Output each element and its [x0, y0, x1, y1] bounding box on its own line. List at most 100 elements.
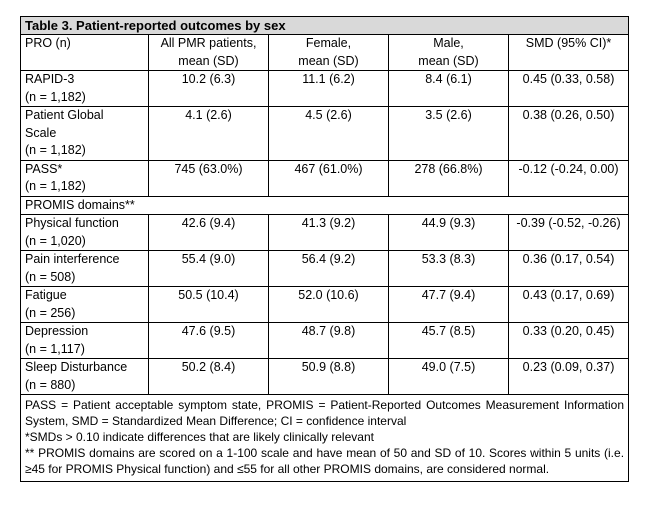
data-row: Depression (n = 1,117) 47.6 (9.5) 48.7 (9.8… [20, 322, 630, 359]
header-row: PRO (n) All PMR patients, mean (SD) Female,… [20, 34, 630, 71]
value-text: 0.33 (0.20, 0.45) [522, 324, 615, 338]
value-cell: 53.3 (8.3) [388, 250, 509, 287]
table-body: Table 3. Patient-reported outcomes by se… [19, 16, 630, 482]
value-cell: 4.5 (2.6) [268, 106, 389, 161]
value-cell: 48.7 (9.8) [268, 322, 389, 359]
data-row: Pain interference (n = 508) 55.4 (9.0) 56.4… [20, 250, 630, 287]
value-text: 4.1 (2.6) [185, 108, 232, 122]
label-text: Scale [25, 125, 57, 140]
value-text: 45.7 (8.5) [421, 324, 476, 338]
label-text: (n = 880) [25, 377, 76, 392]
value-text: 8.4 (6.1) [425, 72, 472, 86]
value-text: -0.39 (-0.52, -0.26) [516, 216, 621, 230]
value-text: 44.9 (9.3) [421, 216, 476, 230]
value-cell: 55.4 (9.0) [148, 250, 269, 287]
label-text: (n = 256) [25, 305, 76, 320]
label-cell: PASS* (n = 1,182) [20, 159, 149, 197]
value-text: 11.1 (6.2) [302, 72, 355, 86]
value-cell: 0.23 (0.09, 0.37) [507, 358, 630, 395]
value-text: 55.4 (9.0) [181, 252, 236, 266]
value-cell: 50.9 (8.8) [268, 358, 389, 395]
title-cell: Table 3. Patient-reported outcomes by se… [19, 16, 630, 35]
value-text: 53.3 (8.3) [421, 252, 476, 266]
value-cell: 50.2 (8.4) [148, 358, 269, 395]
label-cell: Depression (n = 1,117) [20, 322, 149, 359]
label-text: (n = 1,020) [25, 233, 86, 248]
value-cell: 467 (61.0%) [268, 159, 389, 197]
label-text: (n = 508) [25, 269, 76, 284]
data-row: Physical function (n = 1,020) 42.6 (9.4) 41… [20, 214, 630, 251]
label-cell: RAPID-3 (n = 1,182) [20, 70, 149, 107]
value-text: 41.3 (9.2) [301, 216, 356, 230]
label-text: PROMIS domains** [25, 197, 135, 212]
value-text: 4.5 (2.6) [305, 108, 352, 122]
value-cell: 11.1 (6.2) [268, 70, 389, 107]
header-text: All PMR patients, [160, 36, 257, 50]
value-cell: 52.0 (10.6) [268, 286, 389, 323]
label-text: (n = 1,182) [25, 89, 86, 104]
header-text: Female, [305, 36, 352, 50]
value-text: 48.7 (9.8) [301, 324, 356, 338]
value-text: 50.2 (8.4) [181, 360, 236, 374]
value-cell: 4.1 (2.6) [148, 106, 269, 161]
value-cell: 49.0 (7.5) [388, 358, 509, 395]
footnote: *SMDs > 0.10 indicate differences that a… [25, 430, 374, 444]
label-cell: PROMIS domains** [19, 195, 630, 215]
header-cell: PRO (n) [20, 34, 149, 71]
notes-cell: PASS = Patient acceptable symptom state,… [19, 394, 630, 482]
value-cell: 0.43 (0.17, 0.69) [507, 286, 630, 323]
value-text: 0.45 (0.33, 0.58) [522, 72, 615, 86]
value-cell: 0.33 (0.20, 0.45) [507, 322, 630, 359]
value-cell: 278 (66.8%) [388, 159, 509, 197]
label-cell: Sleep Disturbance (n = 880) [20, 358, 149, 395]
value-cell: 41.3 (9.2) [268, 214, 389, 251]
label-text: (n = 1,182) [25, 143, 86, 157]
value-text: 745 (63.0%) [174, 161, 243, 176]
data-row: Sleep Disturbance (n = 880) 50.2 (8.4) 50.9… [20, 358, 630, 395]
value-cell: 45.7 (8.5) [388, 322, 509, 359]
data-row: PASS* (n = 1,182) 745 (63.0%) 467 (61.0%) 27… [20, 159, 630, 197]
value-text: 0.38 (0.26, 0.50) [522, 108, 615, 122]
label-cell: Patient Global Scale (n = 1,182) [20, 106, 149, 161]
value-cell: 42.6 (9.4) [148, 214, 269, 251]
label-text: (n = 1,182) [25, 179, 86, 193]
section-row: PROMIS domains** [19, 195, 630, 215]
value-text: 0.43 (0.17, 0.69) [522, 288, 615, 302]
value-text: 10.2 (6.3) [181, 72, 236, 86]
header-cell: Male, mean (SD) [388, 34, 509, 71]
footnote: ** PROMIS domains are scored on a 1-100 … [25, 446, 625, 476]
header-text: mean (SD) [178, 53, 239, 68]
value-text: 50.5 (10.4) [178, 288, 239, 302]
label-text: (n = 1,117) [25, 341, 85, 356]
value-text: 56.4 (9.2) [301, 252, 356, 266]
footnote: PASS = Patient acceptable symptom state,… [25, 398, 625, 428]
header-cell: SMD (95% CI)* [507, 34, 630, 71]
value-text: 47.6 (9.5) [181, 324, 236, 338]
value-cell: 0.45 (0.33, 0.58) [507, 70, 630, 107]
value-text: 42.6 (9.4) [181, 216, 236, 230]
value-text: 0.36 (0.17, 0.54) [522, 252, 615, 266]
outcomes-table: Table 3. Patient-reported outcomes by se… [19, 16, 630, 482]
value-cell: 0.38 (0.26, 0.50) [507, 106, 630, 161]
header-text: mean (SD) [418, 53, 479, 68]
value-cell: 10.2 (6.3) [148, 70, 269, 107]
value-cell: -0.39 (-0.52, -0.26) [507, 214, 630, 251]
label-cell: Fatigue (n = 256) [20, 286, 149, 323]
label-text: PASS* [25, 161, 63, 176]
header-text: Male, [433, 36, 464, 50]
value-cell: 44.9 (9.3) [388, 214, 509, 251]
value-cell: 47.6 (9.5) [148, 322, 269, 359]
label-cell: Physical function (n = 1,020) [20, 214, 149, 251]
data-row: Patient Global Scale (n = 1,182) 4.1 (2.6) 4… [20, 106, 630, 161]
label-text: RAPID-3 [25, 72, 75, 86]
label-text: Pain interference [25, 252, 120, 266]
data-row: Fatigue (n = 256) 50.5 (10.4) 52.0 (10.6) 47… [20, 286, 630, 323]
label-text: Physical function [25, 216, 119, 230]
header-text: SMD (95% CI)* [525, 36, 612, 50]
header-cell: All PMR patients, mean (SD) [148, 34, 269, 71]
header-text: PRO (n) [25, 36, 71, 50]
header-text: mean (SD) [298, 53, 359, 68]
title-row: Table 3. Patient-reported outcomes by se… [19, 16, 630, 35]
data-row: RAPID-3 (n = 1,182) 10.2 (6.3) 11.1 (6.2) 8.… [20, 70, 630, 107]
value-text: 52.0 (10.6) [298, 288, 359, 302]
